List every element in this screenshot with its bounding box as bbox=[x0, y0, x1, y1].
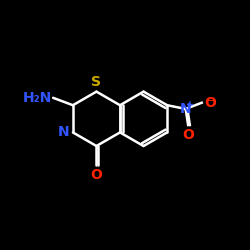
Text: H₂N: H₂N bbox=[22, 91, 52, 105]
Text: S: S bbox=[92, 75, 102, 89]
Text: +: + bbox=[186, 100, 194, 110]
Text: O: O bbox=[182, 128, 194, 142]
Text: −: − bbox=[206, 96, 215, 106]
Text: O: O bbox=[204, 96, 216, 110]
Text: N: N bbox=[180, 102, 192, 116]
Text: O: O bbox=[90, 168, 102, 181]
Text: N: N bbox=[58, 126, 69, 140]
